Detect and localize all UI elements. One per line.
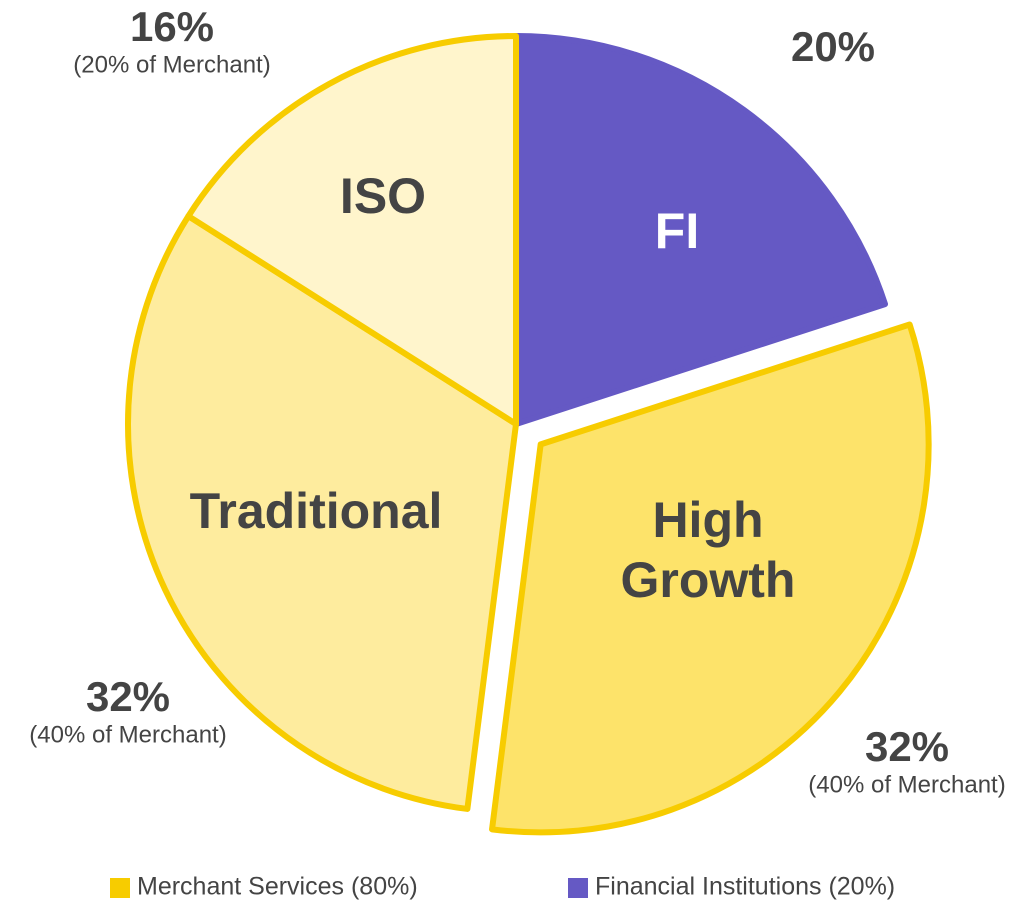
pie-slice [513, 33, 889, 427]
slice-name: ISO [340, 168, 426, 224]
value-sublabel: (40% of Merchant) [29, 721, 226, 748]
slice-name: Traditional [190, 483, 443, 539]
value-label: 32% [865, 723, 949, 770]
legend-swatch [110, 878, 130, 898]
legend-label: Merchant Services (80%) [137, 873, 418, 901]
slice-name: FI [655, 203, 699, 259]
value-sublabel: (40% of Merchant) [808, 771, 1005, 798]
legend-label: Financial Institutions (20%) [595, 873, 895, 901]
pie-slice [489, 321, 932, 836]
value-label: 32% [86, 673, 170, 720]
legend-swatch [568, 878, 588, 898]
value-label: 20% [791, 23, 875, 70]
slice-name: High Growth [621, 492, 796, 608]
value-sublabel: (20% of Merchant) [73, 51, 270, 78]
pie-slice [185, 33, 519, 427]
value-label: 16% [130, 3, 214, 50]
